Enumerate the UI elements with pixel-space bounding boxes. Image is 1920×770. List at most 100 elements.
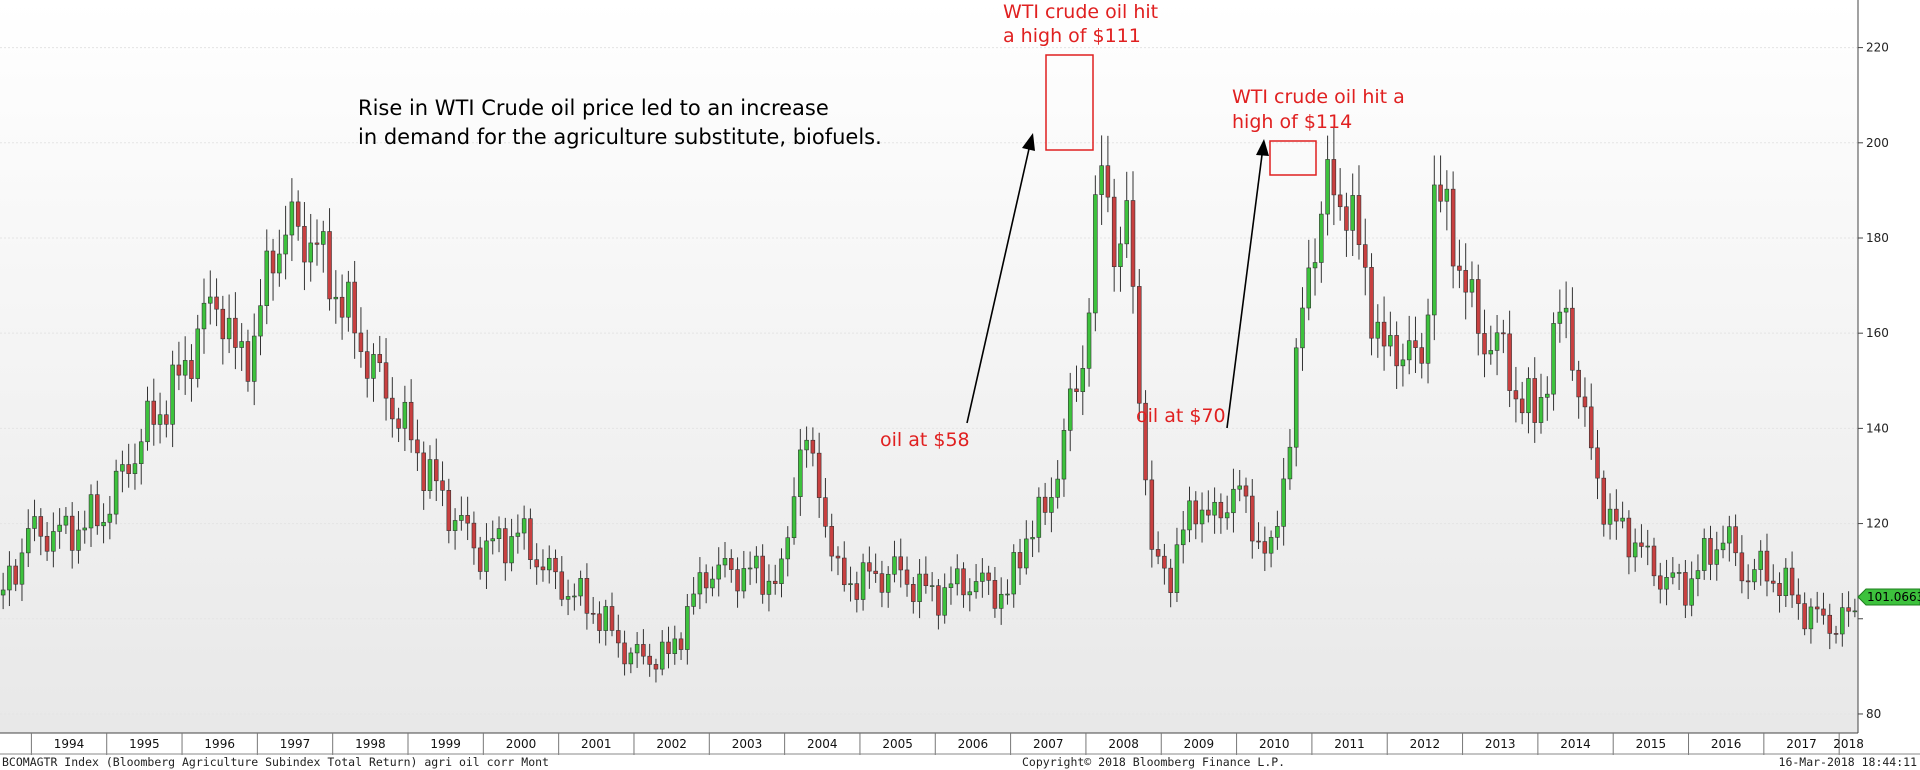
candle-body: [239, 341, 244, 348]
candle-body: [1312, 262, 1318, 269]
candle-body: [1187, 500, 1192, 531]
peak1-label-line-2: a high of $111: [1003, 25, 1141, 47]
candle-body: [233, 317, 238, 348]
candle-body: [333, 296, 339, 300]
candles-group: [0, 127, 1858, 683]
footer-timestamp: 16-Mar-2018 18:44:11: [1779, 755, 1918, 769]
candle-body: [339, 296, 345, 318]
candle-body: [1350, 195, 1355, 231]
x-tick-label: 2001: [581, 737, 612, 751]
candle-body: [1124, 200, 1129, 245]
y-tick-label: 80: [1866, 707, 1881, 721]
candle-body: [659, 641, 665, 670]
candle-body: [402, 401, 408, 429]
candle-body: [685, 606, 690, 650]
x-tick-label: 2002: [656, 737, 687, 751]
candle-body: [1388, 335, 1393, 347]
candle-body: [697, 572, 703, 595]
candle-body: [390, 397, 395, 420]
candle-body: [76, 529, 81, 551]
candle-body: [440, 480, 445, 491]
candle-body: [1745, 580, 1751, 583]
x-tick-label: 1996: [204, 737, 235, 751]
candle-body: [1149, 479, 1155, 550]
oil-70-label: oil at $70: [1136, 405, 1226, 427]
candle-body: [1005, 593, 1010, 596]
x-tick-label: 2006: [958, 737, 989, 751]
candle-body: [1074, 388, 1079, 392]
x-tick-label: 2003: [732, 737, 763, 751]
candle-body: [879, 573, 885, 593]
candle-body: [1180, 529, 1186, 546]
candle-body: [1739, 552, 1745, 582]
candle-body: [1720, 542, 1726, 551]
y-tick-label: 220: [1866, 41, 1889, 55]
candle-body: [578, 578, 583, 597]
candle-body: [1105, 165, 1111, 198]
candle-body: [1275, 526, 1280, 538]
candle-body: [1162, 555, 1167, 569]
candle-body: [509, 536, 514, 564]
candle-body: [1714, 549, 1720, 565]
candle-body: [1570, 307, 1575, 371]
candle-body: [1595, 447, 1600, 479]
candle-body: [1827, 614, 1832, 634]
candle-body: [1846, 607, 1851, 612]
candle-body: [1670, 572, 1676, 578]
candle-body: [289, 201, 295, 236]
candle-body: [208, 296, 213, 304]
candle-body: [1701, 538, 1707, 571]
candle-body: [408, 401, 414, 441]
candle-body: [1080, 368, 1086, 392]
candle-body: [917, 573, 922, 602]
candle-body: [936, 585, 941, 616]
candle-body: [1212, 501, 1217, 516]
candle-body: [151, 400, 157, 425]
candle-body: [308, 242, 313, 263]
x-tick-label: 2011: [1334, 737, 1365, 751]
x-tick-label: 2013: [1485, 737, 1516, 751]
candle-body: [1469, 279, 1475, 293]
candle-body: [998, 593, 1004, 609]
candle-body: [490, 538, 495, 542]
candle-body: [854, 583, 860, 600]
candle-body: [358, 332, 364, 352]
candle-body: [873, 570, 878, 574]
last-value-marker: 101.0663: [1857, 588, 1920, 606]
candle-body: [641, 644, 646, 657]
candle-body: [51, 531, 56, 552]
x-tick-label: 2004: [807, 737, 838, 751]
candle-body: [477, 547, 483, 572]
gridlines: [0, 47, 1858, 715]
candle-body: [892, 556, 897, 575]
candle-body: [842, 557, 847, 586]
candle-body: [923, 573, 929, 587]
candle-body: [44, 535, 50, 552]
candle-body: [609, 606, 615, 631]
candle-body: [220, 308, 226, 340]
last-value-box: [1857, 588, 1920, 606]
candle-body: [810, 439, 816, 454]
candle-body: [1111, 196, 1117, 267]
candle-body: [622, 642, 627, 665]
candle-body: [1118, 243, 1123, 267]
candle-body: [1513, 390, 1519, 400]
x-axis-ticks: 1994 1995 1996 1997 1998 1999 2000 2001 2002 2003…: [30, 733, 1864, 755]
candle-body: [973, 581, 979, 593]
y-tick-label: 200: [1866, 136, 1889, 150]
candle-body: [1821, 608, 1826, 616]
candle-body: [95, 494, 100, 527]
candle-body: [459, 515, 464, 521]
candle-body: [791, 496, 797, 539]
candle-body: [553, 557, 558, 573]
candle-body: [1614, 508, 1619, 522]
candle-body: [346, 281, 351, 318]
candle-body: [741, 568, 747, 592]
candle-body: [1538, 397, 1544, 423]
candle-body: [986, 572, 991, 581]
candle-body: [1293, 347, 1299, 448]
candle-body: [327, 231, 332, 300]
candle-body: [1287, 446, 1293, 480]
candle-body: [421, 452, 426, 491]
candle-body: [1381, 321, 1387, 347]
